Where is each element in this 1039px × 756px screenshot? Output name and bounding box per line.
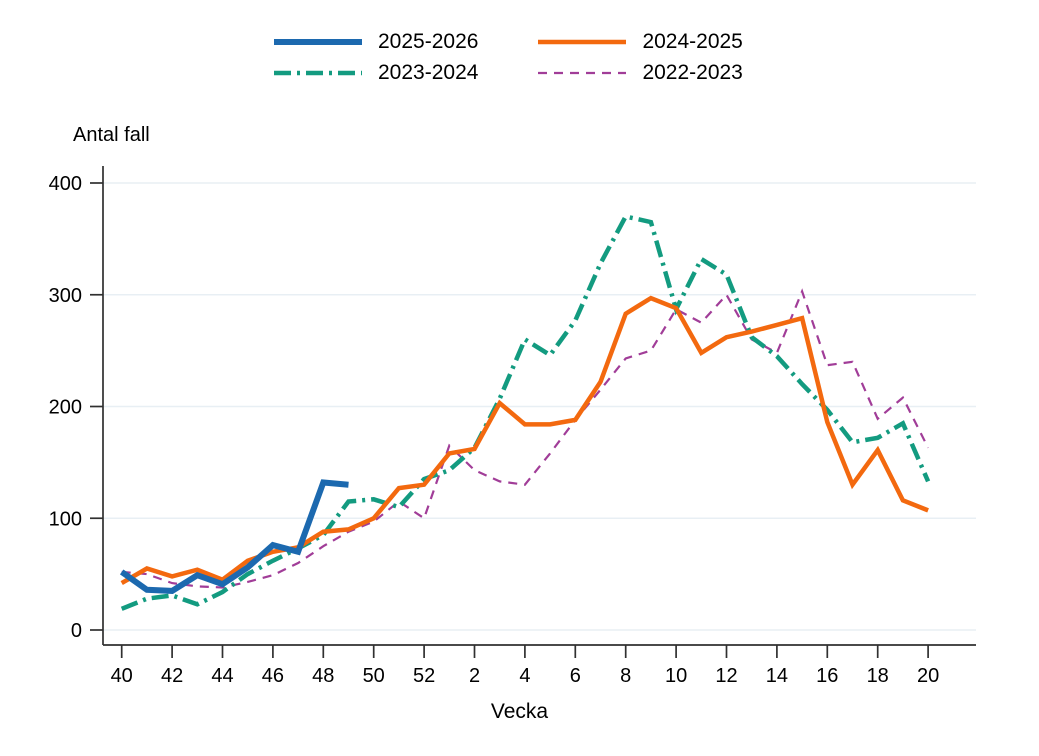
x-tick-label: 6 [570,665,581,687]
x-tick-label: 16 [816,665,838,687]
x-tick-label: 50 [363,665,385,687]
x-tick-label: 40 [111,665,133,687]
x-tick-label: 2 [469,665,480,687]
x-tick-label: 48 [312,665,334,687]
y-tick-label: 100 [49,508,82,530]
y-axis-title: Antal fall [73,124,150,146]
series-line-2025-2026 [119,479,349,594]
legend-item-2022-2023: 2022-2023 [536,61,743,84]
x-axis-title: Vecka [490,700,549,723]
legend-label-2023-2024: 2023-2024 [378,61,479,84]
legend: 2025-2026 2024-2025 2023-2024 2022-2023 [272,31,743,83]
y-tick-label: 0 [71,620,82,642]
legend-swatch-2023-2024-line [274,70,362,75]
x-tick-label: 18 [867,665,889,687]
x-tick-label: 52 [413,665,435,687]
legend-label-2024-2025: 2024-2025 [642,30,743,53]
x-tick-label: 46 [262,665,284,687]
x-tick-label: 14 [766,665,788,687]
legend-item-2025-2026: 2025-2026 [272,31,478,52]
series-line-2023-2024 [120,213,931,611]
x-tick-label: 42 [161,665,183,687]
y-tick-label: 400 [49,173,82,195]
legend-label-2022-2023: 2022-2023 [642,61,743,84]
legend-item-2023-2024: 2023-2024 [272,62,478,83]
x-tick-label: 20 [917,665,939,687]
x-tick-label: 12 [715,665,737,687]
y-tick-label: 200 [49,397,82,419]
legend-swatch-2022-2023-line [538,71,627,74]
legend-label-2025-2026: 2025-2026 [378,30,479,53]
legend-swatch-2024-2025-line [538,39,627,44]
legend-item-2024-2025: 2024-2025 [536,30,743,53]
x-tick-label: 4 [519,665,530,687]
x-tick-label: 44 [211,665,233,687]
legend-swatch-2025-2026-line [274,38,362,45]
series-line-2022-2023 [121,288,930,589]
x-tick-label: 8 [620,665,631,687]
y-tick-label: 300 [49,285,82,307]
x-tick-label: 10 [665,665,687,687]
